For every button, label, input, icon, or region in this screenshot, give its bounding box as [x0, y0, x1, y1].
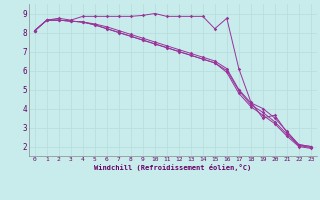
X-axis label: Windchill (Refroidissement éolien,°C): Windchill (Refroidissement éolien,°C) [94, 164, 252, 171]
